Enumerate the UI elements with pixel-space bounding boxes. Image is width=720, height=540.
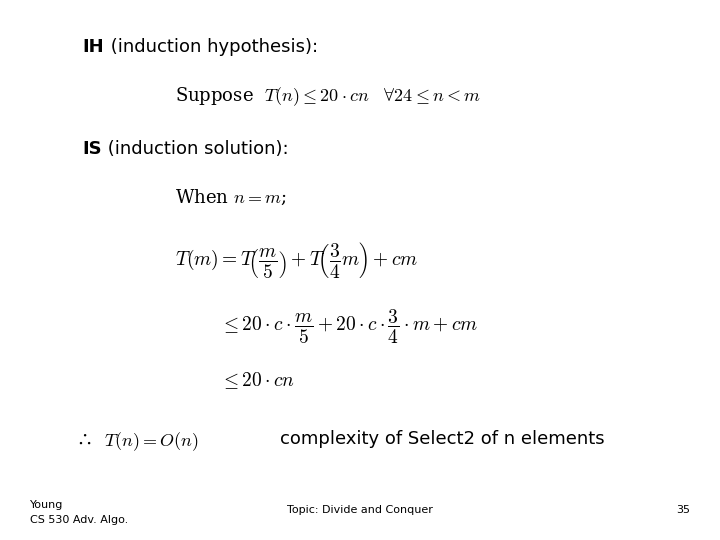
Text: 35: 35 xyxy=(676,505,690,515)
Text: IH: IH xyxy=(82,38,104,56)
Text: Young: Young xyxy=(30,500,63,510)
Text: (induction hypothesis):: (induction hypothesis): xyxy=(105,38,318,56)
Text: (induction solution):: (induction solution): xyxy=(102,140,289,158)
Text: $\leq 20 \cdot cn$: $\leq 20 \cdot cn$ xyxy=(220,370,295,390)
Text: $T(m) = T\!\left(\dfrac{m}{5}\right) + T\!\left(\dfrac{3}{4}m\right) + cm$: $T(m) = T\!\left(\dfrac{m}{5}\right) + T… xyxy=(175,240,418,280)
Text: $T(n) = O(n)$: $T(n) = O(n)$ xyxy=(104,430,199,453)
Text: CS 530 Adv. Algo.: CS 530 Adv. Algo. xyxy=(30,515,128,525)
Text: $\leq 20 \cdot c \cdot \dfrac{m}{5} + 20 \cdot c \cdot \dfrac{3}{4} \cdot m + cm: $\leq 20 \cdot c \cdot \dfrac{m}{5} + 20… xyxy=(220,308,478,346)
Text: IS: IS xyxy=(82,140,102,158)
Text: Suppose  $T(n) \leq 20 \cdot cn \quad \forall 24 \leq n < m$: Suppose $T(n) \leq 20 \cdot cn \quad \fo… xyxy=(175,85,481,107)
Text: complexity of Select2 of n elements: complexity of Select2 of n elements xyxy=(280,430,605,448)
Text: Topic: Divide and Conquer: Topic: Divide and Conquer xyxy=(287,505,433,515)
Text: When $n = m$;: When $n = m$; xyxy=(175,188,287,207)
Text: $\therefore$: $\therefore$ xyxy=(75,430,91,448)
